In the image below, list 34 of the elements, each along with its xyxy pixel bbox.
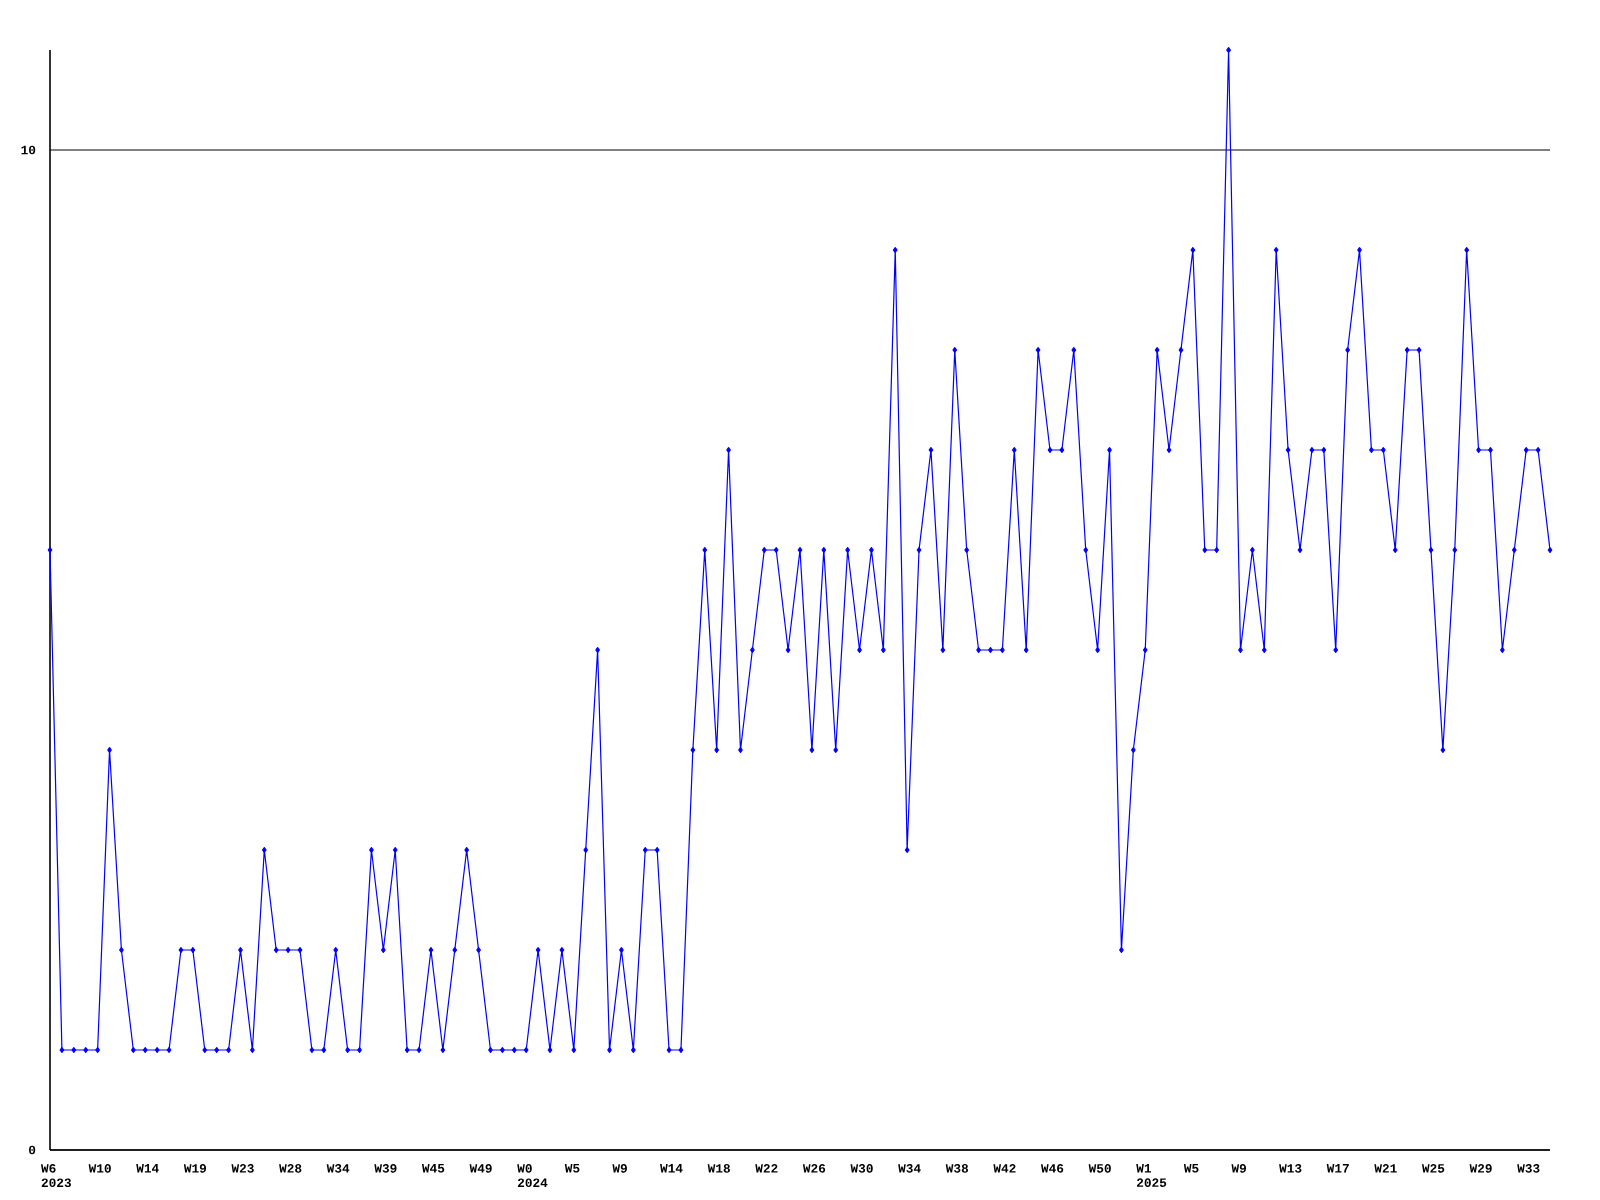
- x-tick-label: W45: [421, 1163, 445, 1173]
- x-tick-label: W14: [136, 1163, 159, 1173]
- x-tick-label: W6 2023: [41, 1163, 71, 1187]
- x-tick-label: W1 2025: [1136, 1163, 1167, 1187]
- x-tick-label: W14: [660, 1163, 683, 1173]
- x-tick-label: W25: [1421, 1163, 1445, 1173]
- x-tick-label: W34: [326, 1163, 350, 1173]
- x-tick-label: W9: [1231, 1163, 1247, 1173]
- x-tick-label: W42: [993, 1163, 1016, 1173]
- x-tick-label: W21: [1374, 1163, 1397, 1173]
- x-tick-label: W38: [945, 1163, 969, 1173]
- x-tick-label: W26: [802, 1163, 826, 1173]
- x-tick-label: W34: [898, 1163, 921, 1173]
- x-tick-label: W0 2024: [517, 1163, 548, 1187]
- x-tick-label: W17: [1326, 1163, 1349, 1173]
- x-tick-label: W13: [1279, 1163, 1302, 1173]
- x-tick-label: W50: [1088, 1163, 1111, 1173]
- y-tick-label: 10: [21, 145, 36, 155]
- x-tick-label: W23: [231, 1163, 254, 1173]
- x-tick-label: W19: [183, 1163, 207, 1173]
- x-tick-label: W5: [564, 1163, 580, 1173]
- x-tick-label: W28: [279, 1163, 302, 1173]
- x-tick-label: W33: [1517, 1163, 1540, 1173]
- x-tick-label: W46: [1041, 1163, 1064, 1173]
- x-tick-label: W29: [1469, 1163, 1492, 1173]
- x-tick-label: W10: [88, 1163, 111, 1173]
- x-tick-label: W30: [850, 1163, 873, 1173]
- x-tick-label: W9: [612, 1163, 627, 1173]
- x-tick-label: W39: [374, 1163, 397, 1173]
- x-tick-label: W18: [707, 1163, 730, 1173]
- y-tick-label: 0: [29, 1145, 36, 1155]
- x-tick-label: W22: [755, 1163, 778, 1173]
- x-tick-label: W49: [469, 1163, 492, 1173]
- x-tick-label: W5: [1183, 1163, 1199, 1173]
